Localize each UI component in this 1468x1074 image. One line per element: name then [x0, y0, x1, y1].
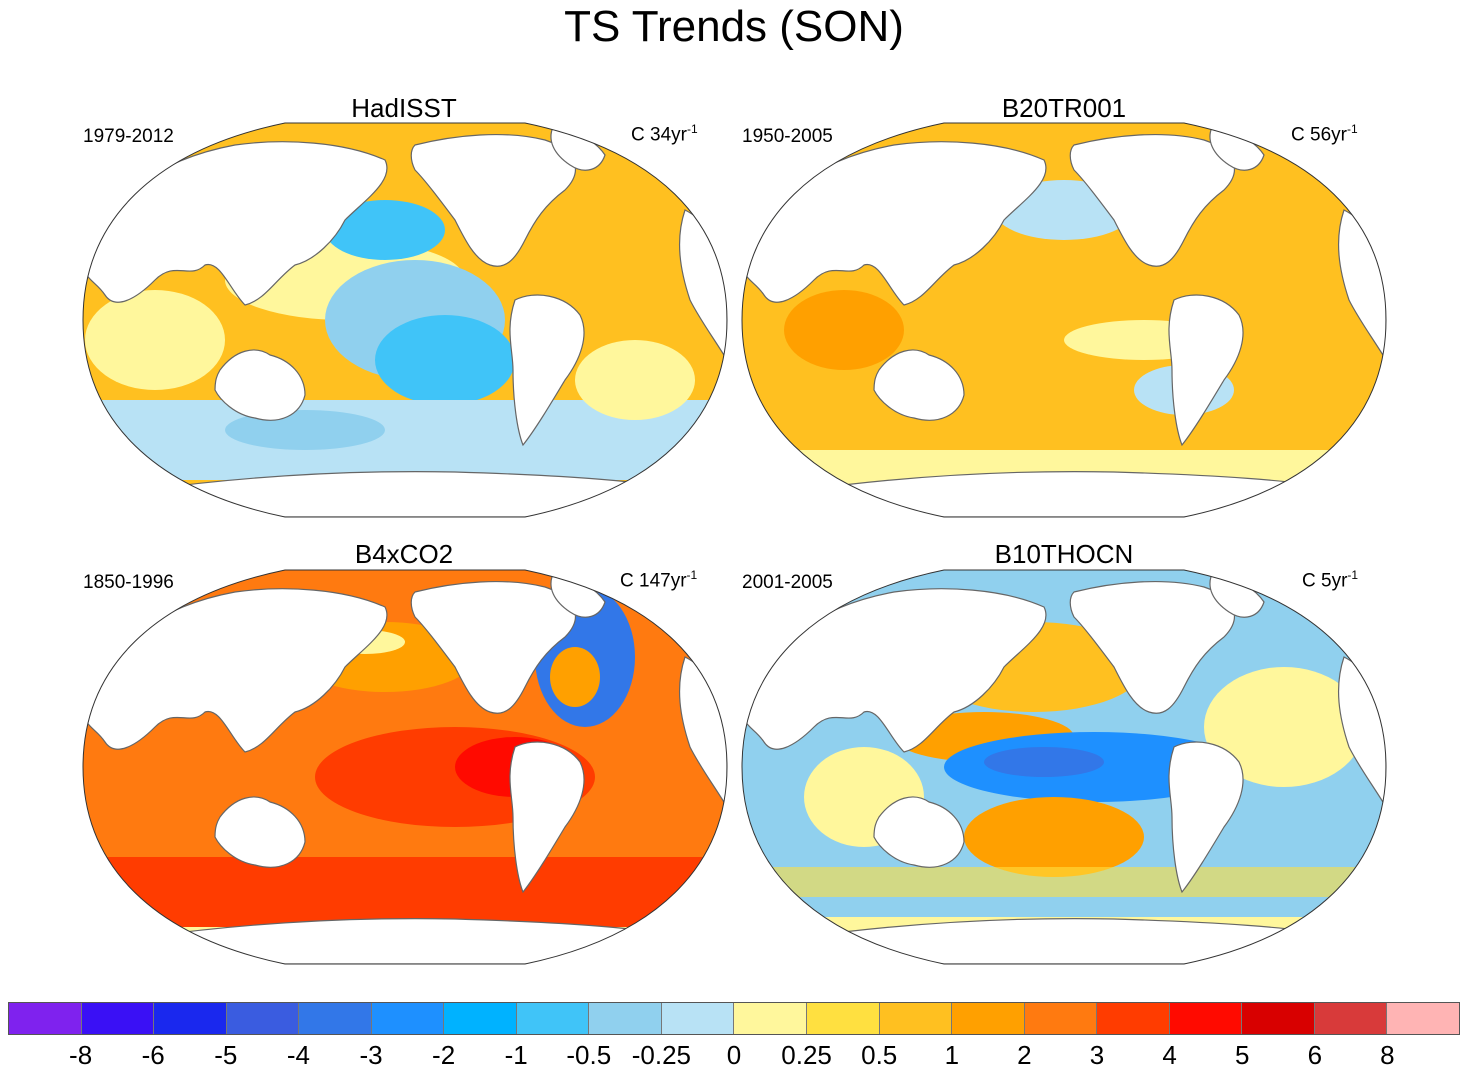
- colorbar-box: [1387, 1003, 1459, 1034]
- panel-title-b4xco2: B4xCO2: [354, 539, 454, 569]
- colorbar-tick-label: -8: [69, 1040, 93, 1070]
- colorbar-tick-label: 1: [944, 1040, 960, 1070]
- colorbar-box: [371, 1003, 445, 1034]
- map-hadisst: [82, 122, 728, 518]
- colorbar-box: [661, 1003, 735, 1034]
- colorbar-tick-label: 8: [1380, 1040, 1395, 1070]
- colorbar-box: [444, 1003, 517, 1034]
- panel-units-b4xco2: C 147yr-1: [620, 568, 698, 592]
- colorbar-box: [807, 1003, 880, 1034]
- panel-period-b4xco2: 1850-1996: [83, 572, 174, 593]
- panel-title-b10thocn: B10THOCN: [994, 539, 1134, 569]
- panel-period-b10thocn: 2001-2005: [742, 572, 833, 593]
- colorbar-tick-label: -0.25: [631, 1040, 692, 1070]
- panel-title-b20tr001: B20TR001: [1001, 93, 1127, 123]
- colorbar-tick-label: 6: [1307, 1040, 1323, 1070]
- colorbar-tick-label: -2: [432, 1040, 456, 1070]
- colorbar-tick-label: 3: [1089, 1040, 1105, 1070]
- map-b20tr001: [741, 122, 1387, 518]
- panel-units-b10thocn: C 5yr-1: [1302, 568, 1359, 592]
- colorbar-tick-label: -5: [214, 1040, 238, 1070]
- colorbar-tick-label: 5: [1234, 1040, 1250, 1070]
- colorbar-box: [226, 1003, 300, 1034]
- colorbar-tick-label: -4: [286, 1040, 310, 1070]
- colorbar-box: [1314, 1003, 1388, 1034]
- colorbar-tick-label: -6: [141, 1040, 165, 1070]
- colorbar-tick-label: 0.25: [781, 1040, 832, 1070]
- panel-period-hadisst: 1979-2012: [83, 126, 174, 147]
- colorbar-box: [154, 1003, 227, 1034]
- panel-title-hadisst: HadISST: [351, 93, 457, 123]
- figure-title: TS Trends (SON): [564, 2, 904, 51]
- colorbar-box: [1242, 1003, 1315, 1034]
- colorbar-box: [734, 1003, 808, 1034]
- colorbar: [8, 1002, 1460, 1035]
- colorbar-tick-label: 4: [1162, 1040, 1177, 1070]
- map-panels: [82, 122, 1387, 965]
- colorbar-tick-label: -3: [359, 1040, 383, 1070]
- colorbar-box: [9, 1003, 82, 1034]
- panel-units-b20tr001: C 56yr-1: [1291, 122, 1358, 146]
- colorbar-tick-label: 0: [726, 1040, 742, 1070]
- panel-period-b20tr001: 1950-2005: [742, 126, 833, 147]
- colorbar-tick-label: 0.5: [861, 1040, 898, 1070]
- map-b10thocn: [741, 569, 1387, 965]
- map-b4xco2: [82, 569, 728, 965]
- colorbar-box: [299, 1003, 372, 1034]
- colorbar-tick-label: -1: [504, 1040, 528, 1070]
- colorbar-box: [1097, 1003, 1170, 1034]
- colorbar-box: [81, 1003, 155, 1034]
- colorbar-tick-label: -0.5: [566, 1040, 612, 1070]
- colorbar-box: [516, 1003, 590, 1034]
- panel-units-hadisst: C 34yr-1: [631, 122, 698, 146]
- colorbar-box: [1024, 1003, 1098, 1034]
- colorbar-box: [879, 1003, 953, 1034]
- colorbar-tick-label: 2: [1017, 1040, 1032, 1070]
- colorbar-box: [1169, 1003, 1243, 1034]
- colorbar-box: [952, 1003, 1025, 1034]
- colorbar-box: [589, 1003, 662, 1034]
